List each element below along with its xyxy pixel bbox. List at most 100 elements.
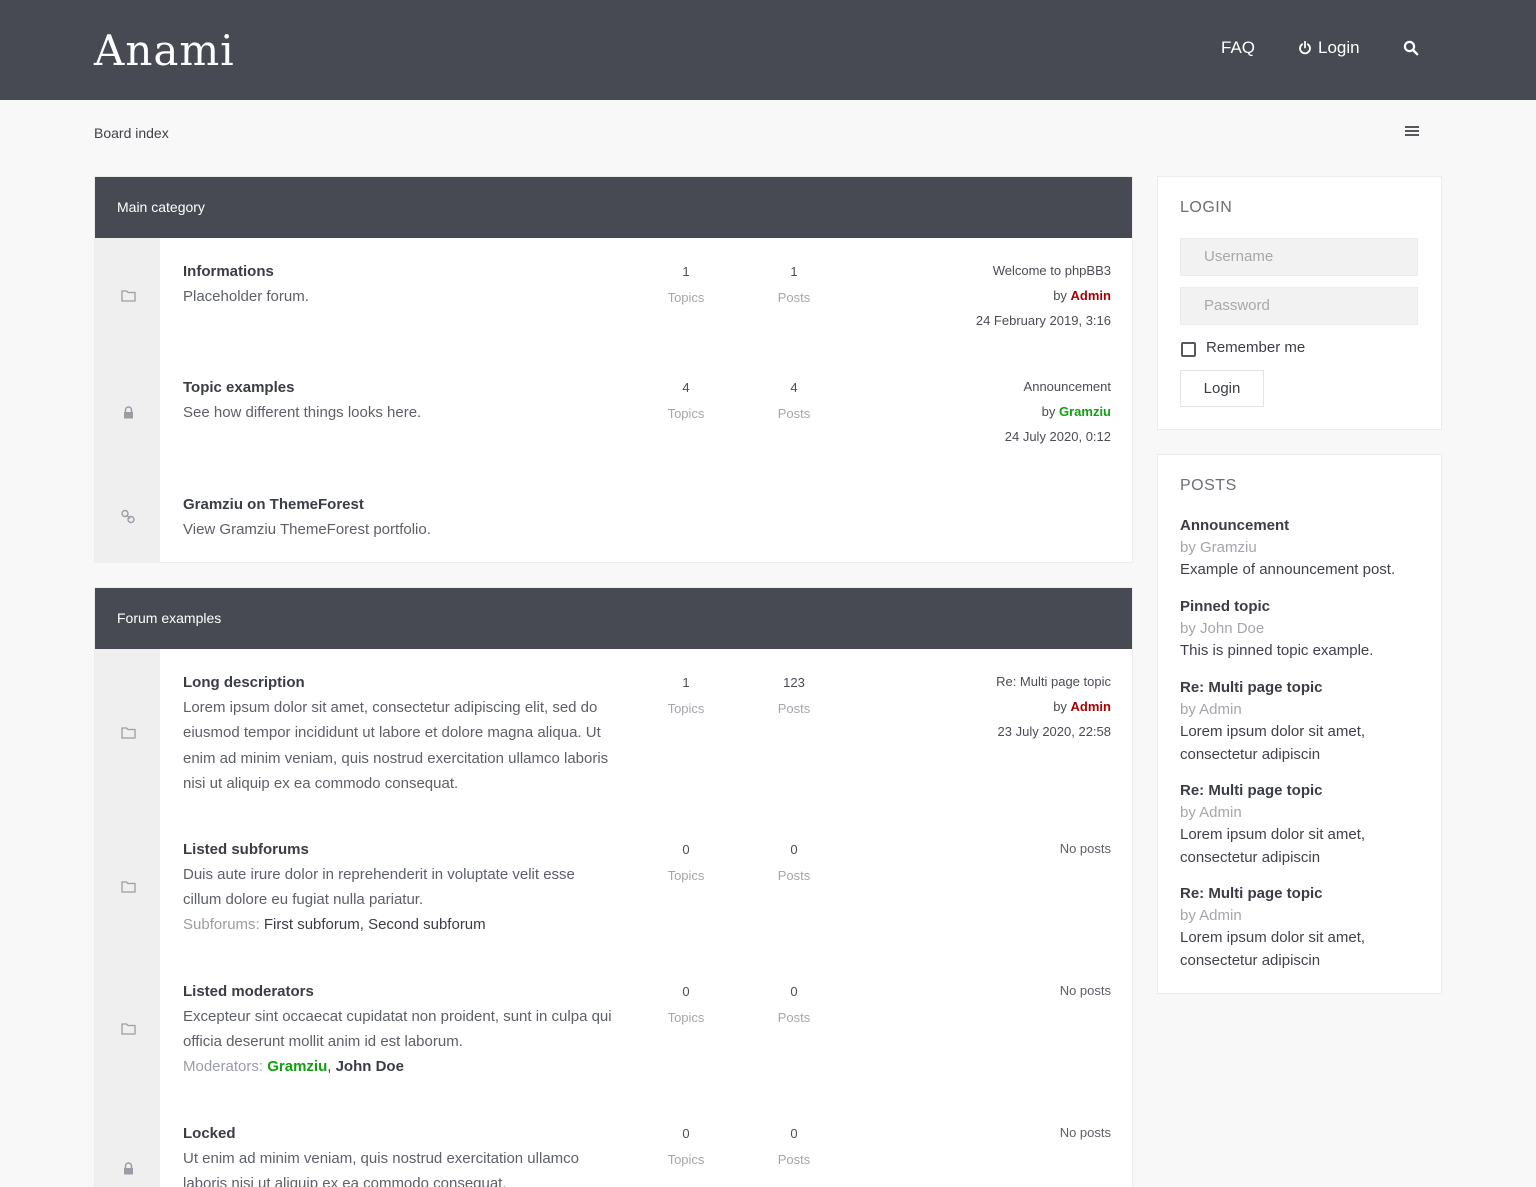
no-posts-label: No posts: [1059, 1125, 1111, 1140]
topics-count: 4 Topics: [667, 380, 705, 421]
forum-title[interactable]: Informations: [183, 263, 274, 280]
link-icon: [121, 509, 135, 524]
recent-post-title[interactable]: Re: Multi page topic: [1180, 679, 1323, 696]
posts-panel-title: POSTS: [1180, 477, 1237, 494]
remember-me-checkbox[interactable]: [1181, 342, 1196, 357]
subforum-link[interactable]: Second subforum: [368, 916, 486, 933]
no-posts-label: No posts: [1059, 983, 1111, 998]
recent-post-author: by Gramziu: [1180, 539, 1257, 556]
recent-post-title[interactable]: Re: Multi page topic: [1180, 885, 1323, 902]
recent-post: Re: Multi page topic by Admin Lorem ipsu…: [1180, 780, 1430, 869]
recent-post-text: Example of announcement post.: [1180, 561, 1396, 578]
site-logo[interactable]: Anami: [94, 26, 235, 75]
posts-count: 0 Posts: [777, 842, 811, 883]
remember-me-label[interactable]: Remember me: [1206, 339, 1306, 356]
forum-title[interactable]: Listed moderators: [183, 983, 314, 1000]
forum-description: See how different things looks here.: [183, 404, 422, 421]
top-header: Anami FAQ Login: [0, 0, 1536, 100]
topics-count: 0 Topics: [667, 842, 705, 883]
posts-count: 4 Posts: [777, 380, 811, 421]
last-post: Welcome to phpBB3 by Admin 24 February 2…: [976, 258, 1111, 333]
last-post: No posts: [1060, 978, 1111, 1003]
last-post: No posts: [1060, 1120, 1111, 1145]
no-posts-label: No posts: [1059, 841, 1111, 856]
moderator-link[interactable]: John Doe: [335, 1058, 404, 1075]
forum-description: Lorem ipsum dolor sit amet, consectetur …: [183, 699, 609, 792]
moderators-list: Moderators: Gramziu, John Doe: [183, 1058, 404, 1075]
breadcrumb-board-index[interactable]: Board index: [94, 125, 169, 141]
login-button[interactable]: Login: [1180, 370, 1264, 407]
recent-post-text: Lorem ipsum dolor sit amet, consectetur …: [1180, 723, 1366, 763]
topics-count: 1 Topics: [667, 264, 705, 305]
recent-post: Pinned topic by John Doe This is pinned …: [1180, 596, 1430, 663]
topics-count: 0 Topics: [667, 1126, 705, 1167]
login-link-label: Login: [1318, 38, 1360, 57]
posts-panel: POSTS Announcement by Gramziu Example of…: [1157, 454, 1442, 994]
forum-title[interactable]: Listed subforums: [183, 841, 309, 858]
forum-title[interactable]: Locked: [183, 1125, 236, 1142]
last-post-title[interactable]: Re: Multi page topic: [996, 674, 1111, 689]
faq-link[interactable]: FAQ: [1221, 38, 1256, 57]
recent-post-text: This is pinned topic example.: [1180, 642, 1374, 659]
recent-post-text: Lorem ipsum dolor sit amet, consectetur …: [1180, 826, 1366, 866]
last-post-title[interactable]: Welcome to phpBB3: [992, 263, 1111, 278]
search-icon: [1403, 40, 1419, 56]
recent-post-author: by Admin: [1180, 701, 1242, 718]
forum-description: Excepteur sint occaecat cupidatat non pr…: [183, 1008, 612, 1051]
power-icon: [1299, 41, 1311, 55]
username-input[interactable]: Username: [1180, 238, 1418, 276]
last-post: No posts: [1060, 836, 1111, 861]
login-panel: LOGIN Username Password Remember me Logi…: [1157, 176, 1442, 430]
hamburger-menu-icon: [1405, 126, 1419, 136]
last-post-author[interactable]: Admin: [1070, 699, 1111, 714]
login-panel-title: LOGIN: [1180, 199, 1233, 216]
forum-description: Ut enim ad minim veniam, quis nostrud ex…: [183, 1150, 579, 1187]
subforum-link[interactable]: First subforum: [263, 916, 360, 933]
forum-title[interactable]: Topic examples: [183, 379, 295, 396]
lock-icon: [124, 406, 133, 419]
search-button[interactable]: [1403, 40, 1419, 61]
forum-title[interactable]: Gramziu on ThemeForest: [183, 496, 364, 513]
recent-post-author: by Admin: [1180, 804, 1242, 821]
recent-post-title[interactable]: Announcement: [1180, 517, 1290, 534]
posts-count: 123 Posts: [777, 675, 811, 716]
recent-post: Re: Multi page topic by Admin Lorem ipsu…: [1180, 883, 1430, 972]
category-forum-examples: Forum examples Long description Lorem ip…: [94, 587, 1133, 1187]
forum-description: Placeholder forum.: [183, 288, 309, 305]
lock-icon: [124, 1162, 133, 1175]
posts-count: 0 Posts: [777, 1126, 811, 1167]
last-post-title[interactable]: Announcement: [1023, 379, 1111, 394]
moderator-link[interactable]: Gramziu: [267, 1058, 328, 1075]
recent-post-text: Lorem ipsum dolor sit amet, consectetur …: [1180, 929, 1366, 969]
last-post: Announcement by Gramziu 24 July 2020, 0:…: [1005, 374, 1111, 449]
recent-post-title[interactable]: Re: Multi page topic: [1180, 782, 1323, 799]
last-post-date: 23 July 2020, 22:58: [997, 724, 1111, 739]
forum-icon-column: [95, 649, 160, 1187]
subforums-list: Subforums: First subforum, Second subfor…: [183, 916, 486, 933]
recent-post-author: by John Doe: [1180, 620, 1265, 637]
last-post-date: 24 February 2019, 3:16: [975, 313, 1111, 328]
category-main: Main category Informations Placeholder f…: [94, 176, 1133, 563]
folder-icon: [121, 881, 136, 893]
category-title: Forum examples: [95, 588, 1132, 649]
last-post-author[interactable]: Admin: [1070, 288, 1111, 303]
forum-description: View Gramziu ThemeForest portfolio.: [183, 521, 431, 538]
topics-count: 1 Topics: [667, 675, 705, 716]
recent-post: Announcement by Gramziu Example of annou…: [1180, 515, 1430, 582]
recent-post-author: by Admin: [1180, 907, 1242, 924]
last-post-author[interactable]: Gramziu: [1058, 404, 1111, 419]
category-title: Main category: [95, 177, 1132, 238]
last-post: Re: Multi page topic by Admin 23 July 20…: [996, 669, 1111, 744]
posts-count: 0 Posts: [777, 984, 811, 1025]
forum-description: Duis aute irure dolor in reprehenderit i…: [183, 866, 575, 909]
forum-title[interactable]: Long description: [183, 674, 305, 691]
recent-post-title[interactable]: Pinned topic: [1180, 598, 1270, 615]
folder-icon: [121, 727, 136, 739]
posts-count: 1 Posts: [777, 264, 811, 305]
menu-button[interactable]: [1404, 124, 1420, 143]
topics-count: 0 Topics: [667, 984, 705, 1025]
last-post-date: 24 July 2020, 0:12: [1004, 429, 1111, 444]
password-input[interactable]: Password: [1180, 287, 1418, 325]
login-link[interactable]: Login: [1298, 38, 1360, 58]
folder-icon: [121, 290, 136, 302]
